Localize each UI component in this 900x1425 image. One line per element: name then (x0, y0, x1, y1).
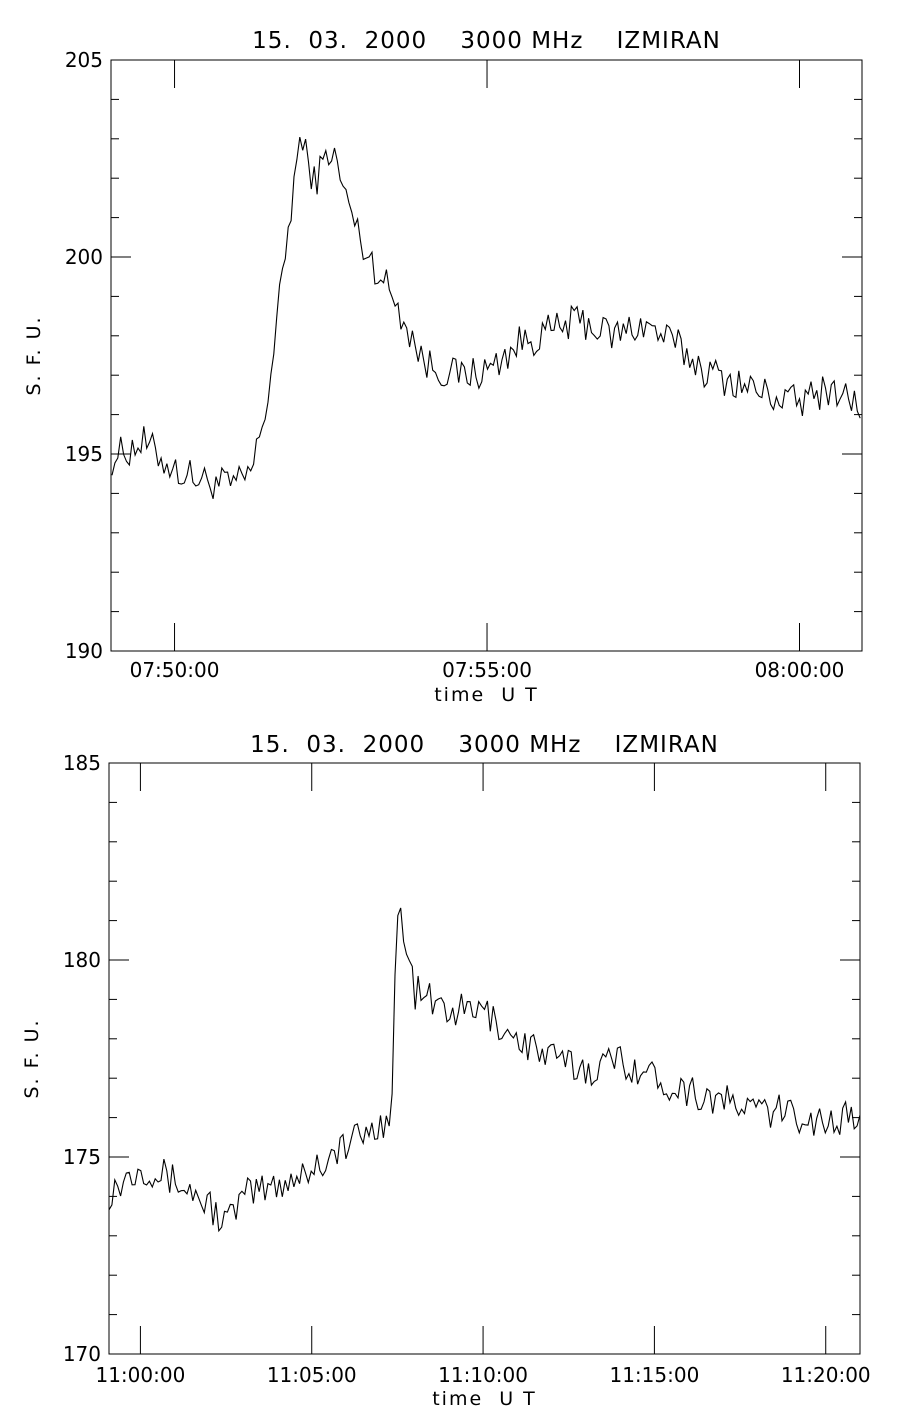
plot-frame (108, 762, 861, 1355)
plot-frame (110, 59, 863, 652)
chart-title: 15. 03. 2000 3000 MHz IZMIRAN (252, 28, 721, 54)
flux-series-line (111, 136, 861, 499)
chart-panel-bottom: 15. 03. 2000 3000 MHz IZMIRAN 170 175 180 18… (21, 732, 871, 1410)
y-axis-label: S. F. U. (23, 315, 45, 395)
y-tick-label: 205 (65, 48, 103, 72)
x-tick-label: 08:00:00 (755, 658, 845, 682)
y-tick-label: 175 (63, 1145, 101, 1169)
x-tick-label: 11:15:00 (609, 1363, 699, 1387)
y-tick-label: 180 (63, 948, 101, 972)
chart-title: 15. 03. 2000 3000 MHz IZMIRAN (250, 732, 719, 758)
x-tick-label: 11:20:00 (781, 1363, 871, 1387)
x-tick-label: 07:55:00 (442, 658, 532, 682)
x-tick-label: 11:05:00 (267, 1363, 357, 1387)
y-tick-label: 185 (63, 751, 101, 775)
x-tick-label: 11:00:00 (95, 1363, 185, 1387)
y-tick-label: 170 (63, 1342, 101, 1366)
chart-panel-top: 15. 03. 2000 3000 MHz IZMIRAN 190 195 200 20… (23, 28, 863, 706)
y-axis-label: S. F. U. (21, 1018, 43, 1098)
x-axis-label: time U T (432, 1388, 537, 1410)
x-tick-label: 11:10:00 (438, 1363, 528, 1387)
y-tick-label: 190 (65, 639, 103, 663)
x-tick-label: 07:50:00 (130, 658, 220, 682)
y-tick-label: 200 (65, 245, 103, 269)
y-tick-label: 195 (65, 442, 103, 466)
x-axis-label: time U T (434, 684, 539, 706)
flux-series-line (108, 907, 861, 1233)
